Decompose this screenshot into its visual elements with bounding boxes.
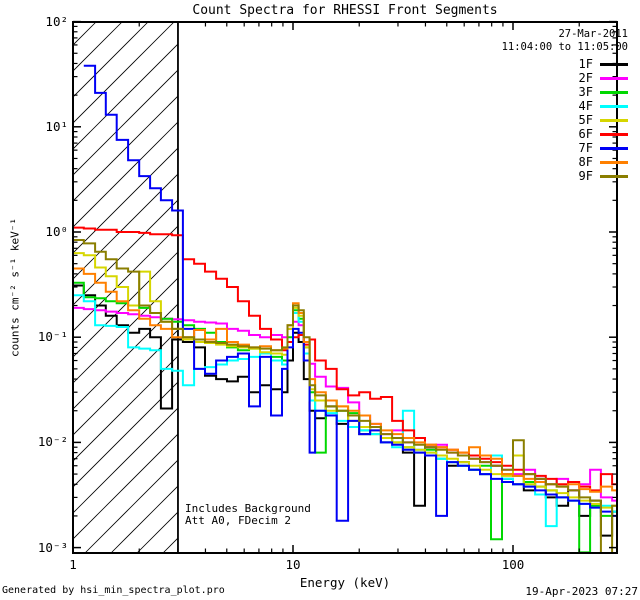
legend-label: 1F bbox=[578, 57, 593, 71]
y-tick-label: 10¹ bbox=[45, 118, 68, 134]
axis-ticks bbox=[72, 20, 617, 553]
legend-color-swatch bbox=[600, 104, 628, 108]
legend-item-9f: 9F bbox=[579, 169, 628, 183]
legend-label: 9F bbox=[578, 169, 593, 183]
legend-color-swatch bbox=[600, 160, 628, 164]
series-5F-curve bbox=[73, 252, 617, 509]
observation-time-range: 11:04:00 to 11:05:00 bbox=[501, 41, 628, 53]
low-energy-cutoff-hatch bbox=[73, 22, 178, 553]
legend-item-8f: 8F bbox=[579, 155, 628, 169]
legend-item-2f: 2F bbox=[579, 71, 628, 85]
y-tick-label: 10⁻² bbox=[37, 434, 68, 450]
footer-generator-text: Generated by hsi_min_spectra_plot.pro bbox=[2, 585, 225, 596]
legend-label: 6F bbox=[578, 127, 593, 141]
legend-color-swatch bbox=[600, 62, 628, 66]
legend-label: 3F bbox=[578, 85, 593, 99]
legend-color-swatch bbox=[600, 90, 628, 94]
legend-label: 4F bbox=[578, 99, 593, 113]
series-7F-curve bbox=[83, 64, 617, 522]
legend: 1F 2F 3F 4F 5F 6F 7F 8F 9F bbox=[579, 57, 628, 183]
y-tick-label: 10² bbox=[45, 13, 68, 29]
legend-color-swatch bbox=[600, 118, 628, 122]
spectra-series-group bbox=[73, 64, 617, 553]
footer-render-datetime: 19-Apr-2023 07:27 bbox=[525, 585, 638, 598]
legend-item-7f: 7F bbox=[579, 141, 628, 155]
annotation-attenuator-state: Att A0, FDecim 2 bbox=[185, 514, 291, 527]
x-tick-label: 100 bbox=[501, 557, 525, 572]
observation-date: 27-Mar-2011 bbox=[558, 28, 628, 40]
legend-item-5f: 5F bbox=[579, 113, 628, 127]
y-tick-label: 10⁻³ bbox=[37, 539, 68, 555]
series-9F-curve bbox=[73, 239, 617, 553]
legend-item-3f: 3F bbox=[579, 85, 628, 99]
legend-label: 2F bbox=[578, 71, 593, 85]
x-tick-label: 1 bbox=[69, 557, 77, 572]
series-3F-curve bbox=[73, 281, 617, 553]
x-axis-label: Energy (keV) bbox=[299, 575, 391, 590]
legend-label: 8F bbox=[578, 155, 593, 169]
series-8F-curve bbox=[73, 267, 617, 493]
annotation-includes-background: Includes Background bbox=[185, 502, 311, 515]
plot-title: Count Spectra for RHESSI Front Segments bbox=[192, 3, 498, 18]
legend-label: 7F bbox=[578, 141, 593, 155]
y-tick-label: 10⁰ bbox=[45, 224, 68, 239]
legend-item-4f: 4F bbox=[579, 99, 628, 113]
legend-label: 5F bbox=[578, 113, 593, 127]
x-tick-label: 10 bbox=[285, 557, 301, 572]
legend-color-swatch bbox=[600, 76, 628, 80]
legend-color-swatch bbox=[600, 146, 628, 150]
series-6F-curve bbox=[73, 226, 617, 492]
legend-color-swatch bbox=[600, 132, 628, 136]
y-axis-label: counts cm⁻² s⁻¹ keV⁻¹ bbox=[8, 217, 22, 358]
legend-item-1f: 1F bbox=[579, 57, 628, 71]
legend-item-6f: 6F bbox=[579, 127, 628, 141]
legend-color-swatch bbox=[600, 174, 628, 178]
y-tick-label: 10⁻¹ bbox=[37, 329, 68, 345]
